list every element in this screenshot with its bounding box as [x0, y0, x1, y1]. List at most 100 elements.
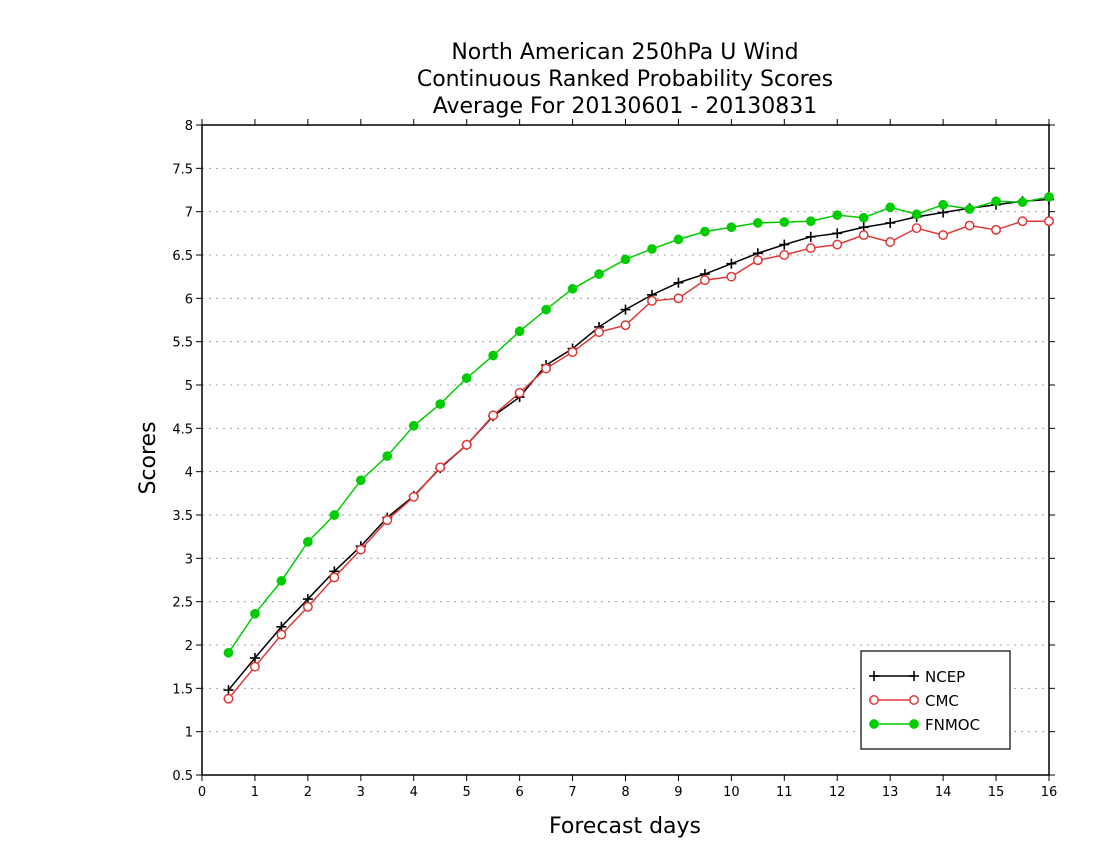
y-axis-label: Scores	[136, 421, 161, 494]
series-ncep	[223, 194, 1054, 696]
data-point	[911, 223, 922, 234]
data-point	[355, 544, 366, 555]
data-point	[1044, 192, 1054, 202]
x-tick-label: 6	[515, 785, 523, 800]
data-point	[805, 243, 816, 254]
x-tick-label: 3	[357, 785, 365, 800]
data-point	[1044, 216, 1054, 227]
data-point	[249, 653, 260, 663]
data-point	[408, 491, 419, 502]
data-point	[249, 661, 260, 672]
data-point	[1017, 197, 1028, 207]
data-point	[541, 304, 551, 315]
data-point	[488, 350, 499, 361]
data-point	[647, 244, 657, 254]
series-line	[227, 220, 1049, 700]
y-tick-label: 7.5	[172, 162, 193, 177]
series-line	[227, 198, 1050, 691]
y-tick-label: 5	[185, 379, 193, 394]
data-point	[673, 234, 684, 245]
legend-item-cmc: CMC	[869, 692, 959, 710]
x-axis-label: Forecast days	[549, 814, 701, 839]
data-point	[938, 199, 948, 210]
data-point	[250, 608, 260, 619]
data-point	[223, 693, 234, 704]
data-point	[620, 304, 631, 315]
y-tick-label: 6	[185, 292, 193, 307]
x-tick-label: 16	[1041, 785, 1058, 800]
data-point	[779, 239, 790, 250]
data-point	[276, 629, 287, 640]
data-point	[488, 410, 499, 421]
chart-title-line: North American 250hPa U Wind	[451, 40, 798, 65]
x-tick-label: 2	[304, 785, 312, 800]
data-point	[276, 576, 287, 586]
y-tick-label: 4	[185, 466, 193, 481]
data-point	[303, 537, 313, 547]
y-axis-ticks: 0.5 1 1.5 2 2.5 3 3.5 4 4.5 5 5.5 6 6.5 7 7.5 8	[172, 119, 1055, 784]
data-point	[620, 320, 631, 331]
data-point	[885, 202, 896, 213]
x-tick-label: 0	[198, 785, 206, 800]
x-tick-label: 4	[410, 785, 418, 800]
y-tick-label: 3	[185, 552, 193, 567]
legend-marker	[909, 695, 919, 705]
data-point	[832, 210, 843, 220]
x-tick-label: 7	[568, 785, 576, 800]
data-point	[382, 451, 393, 461]
x-axis-ticks: 0 1 2 3 4 5 6 7 8 9 10 11 12 13 14 15 16	[198, 119, 1057, 800]
data-point	[805, 216, 816, 227]
data-point	[700, 226, 710, 237]
data-point	[541, 363, 552, 374]
data-point	[699, 275, 710, 286]
y-tick-label: 6.5	[172, 249, 193, 264]
series-cmc	[223, 216, 1054, 704]
legend-marker	[869, 719, 879, 729]
data-point	[514, 326, 525, 337]
data-series	[223, 192, 1054, 704]
x-tick-label: 9	[674, 785, 682, 800]
legend-label: CMC	[925, 692, 959, 710]
data-point	[355, 475, 366, 486]
data-point	[673, 293, 684, 304]
chart-title-line: Average For 20130601 - 20130831	[433, 94, 818, 119]
data-point	[435, 462, 446, 473]
legend-label: FNMOC	[925, 716, 980, 734]
y-tick-label: 1	[185, 726, 193, 741]
data-point	[461, 439, 472, 450]
y-tick-label: 4.5	[172, 422, 193, 437]
data-point	[673, 277, 684, 288]
y-tick-label: 7	[185, 206, 193, 221]
data-point	[647, 295, 657, 306]
data-point	[223, 685, 234, 696]
data-point	[435, 399, 446, 409]
data-point	[329, 572, 340, 583]
data-point	[885, 217, 896, 228]
data-point	[461, 373, 472, 383]
x-tick-label: 11	[776, 785, 793, 800]
data-point	[938, 230, 949, 241]
chart-title-line: Continuous Ranked Probability Scores	[417, 67, 833, 92]
legend-box	[860, 650, 1011, 750]
data-point	[805, 231, 816, 242]
x-tick-label: 10	[723, 785, 740, 800]
data-point	[832, 239, 843, 250]
series-fnmoc	[223, 192, 1054, 658]
x-tick-label: 8	[621, 785, 629, 800]
y-tick-label: 3.5	[172, 509, 193, 524]
x-tick-label: 15	[988, 785, 1005, 800]
legend-marker	[869, 671, 879, 681]
data-point	[964, 220, 975, 231]
legend: NCEP CMC FNMOC	[860, 650, 1011, 750]
grid-lines	[202, 167, 1049, 733]
data-point	[832, 228, 843, 239]
data-point	[911, 209, 922, 220]
x-tick-label: 13	[882, 785, 899, 800]
data-point	[858, 212, 869, 223]
legend-marker	[909, 671, 919, 681]
data-point	[752, 218, 763, 228]
legend-marker	[909, 719, 919, 729]
data-point	[964, 204, 975, 214]
y-tick-label: 5.5	[172, 336, 193, 351]
